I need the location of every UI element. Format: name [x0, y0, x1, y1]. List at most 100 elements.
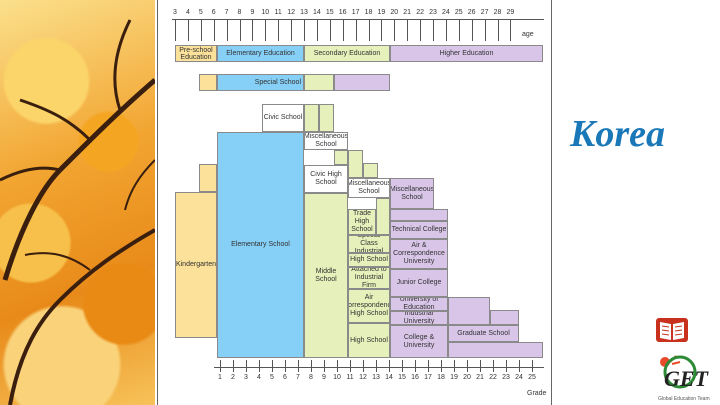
grade-tick — [493, 360, 494, 372]
junior-college: Junior College — [390, 269, 448, 297]
high-school-2: High School — [348, 323, 390, 358]
grade-tick-label: 12 — [359, 374, 367, 381]
grade-tick — [272, 360, 273, 372]
age-tick — [433, 19, 434, 41]
age-tick-label: 10 — [261, 9, 270, 16]
age-tick — [265, 19, 267, 41]
age-tick-label: 14 — [312, 9, 321, 16]
college-university: College & University — [390, 325, 448, 358]
grade-axis-line — [214, 367, 544, 368]
age-tick-label: 8 — [237, 9, 242, 16]
grade-tick-label: 10 — [333, 374, 341, 381]
grade-tick — [532, 360, 533, 372]
book-icon — [654, 314, 690, 351]
grade-tick — [454, 360, 455, 372]
grade-tick — [428, 360, 429, 372]
middle-school-block: Middle School — [304, 193, 348, 358]
graduate-bottom — [448, 342, 543, 358]
grade-tick — [246, 360, 247, 372]
age-tick — [484, 19, 486, 41]
grade-tick-label: 25 — [528, 374, 536, 381]
grade-tick-label: 24 — [515, 374, 523, 381]
graduate-school: Graduate School — [448, 325, 519, 342]
grade-tick — [376, 360, 377, 372]
age-tick-label: 11 — [274, 9, 282, 16]
secondary-filler-2 — [334, 150, 348, 165]
grade-tick-label: 19 — [450, 374, 458, 381]
age-tick — [420, 19, 422, 41]
grade-tick — [441, 360, 442, 372]
age-axis-line — [172, 19, 544, 20]
age-tick — [187, 19, 189, 41]
age-tick-label: 25 — [454, 9, 463, 16]
grade-tick — [415, 360, 416, 372]
grade-tick-label: 23 — [502, 374, 510, 381]
graduate-top — [448, 297, 490, 325]
divider-left — [157, 0, 158, 405]
grade-tick — [337, 360, 338, 372]
age-tick — [407, 19, 409, 41]
special-school-higher — [334, 74, 390, 91]
grade-tick-label: 9 — [322, 374, 326, 381]
age-tick — [316, 19, 318, 41]
autumn-leaves-image — [0, 0, 155, 405]
age-tick — [278, 19, 280, 41]
age-tick — [175, 19, 176, 41]
civic-school: Civic School — [262, 104, 304, 132]
logo-text: GET — [664, 366, 708, 391]
age-tick-label: 12 — [287, 9, 295, 16]
grade-tick-label: 2 — [231, 374, 235, 381]
grade-tick-label: 6 — [283, 374, 287, 381]
secondary-top-filler — [319, 104, 334, 132]
age-tick — [252, 19, 254, 41]
special-preschool-cell — [199, 74, 217, 91]
trade-high-school: Trade High School — [348, 209, 376, 235]
age-tick-label: 19 — [377, 9, 386, 16]
grade-tick-label: 3 — [244, 374, 248, 381]
age-tick-label: 29 — [506, 9, 515, 16]
grade-tick-label: 13 — [372, 374, 380, 381]
miscellaneous-school-2: Miscellaneous School — [348, 178, 390, 198]
age-tick-label: 4 — [185, 9, 190, 16]
grade-tick — [506, 360, 507, 372]
attached-industrial: Attached to Industrial Firm — [348, 267, 390, 289]
age-tick-label: 5 — [198, 9, 203, 16]
grade-tick-label: 14 — [385, 374, 393, 381]
grade-tick-label: 16 — [411, 374, 419, 381]
age-tick — [394, 19, 396, 41]
civic-school-ext — [304, 104, 319, 132]
age-tick-label: 15 — [325, 9, 334, 16]
grade-tick — [389, 360, 390, 372]
age-tick-label: 3 — [173, 9, 177, 16]
kindergarten-block: Kindergarten — [175, 192, 217, 338]
age-tick — [471, 19, 473, 41]
air-correspondence-high-school: Air Correspondence High School — [348, 289, 390, 323]
higher-filler-1 — [390, 209, 448, 221]
special-school-secondary — [304, 74, 334, 91]
stage-elementary: Elementary Education — [217, 45, 304, 62]
age-tick-label: 22 — [416, 9, 424, 16]
grade-tick-label: 5 — [270, 374, 274, 381]
elementary-school-block: Elementary School — [217, 132, 304, 358]
age-tick-label: 13 — [300, 9, 308, 16]
age-tick-label: 28 — [493, 9, 502, 16]
secondary-filler-4 — [363, 163, 378, 178]
age-tick-label: 26 — [467, 9, 476, 16]
grade-tick — [467, 360, 468, 372]
university-of-education: University of Education — [390, 297, 448, 311]
age-tick — [200, 19, 202, 41]
miscellaneous-school-3: Miscellaneous School — [390, 178, 434, 209]
air-correspondence-university: Air & Correspondence University — [390, 239, 448, 269]
age-axis-label: age — [522, 31, 534, 38]
age-tick-label: 27 — [480, 9, 489, 16]
age-tick — [381, 19, 383, 41]
age-tick-label: 21 — [403, 9, 412, 16]
age-tick-label: 17 — [351, 9, 360, 16]
grade-tick — [285, 360, 286, 372]
age-tick — [497, 19, 499, 41]
grade-tick — [519, 360, 520, 372]
graduate-filler — [490, 310, 519, 325]
grade-tick — [350, 360, 351, 372]
secondary-filler-5 — [376, 198, 390, 235]
miscellaneous-school-1: Miscellaneous School — [304, 132, 348, 150]
